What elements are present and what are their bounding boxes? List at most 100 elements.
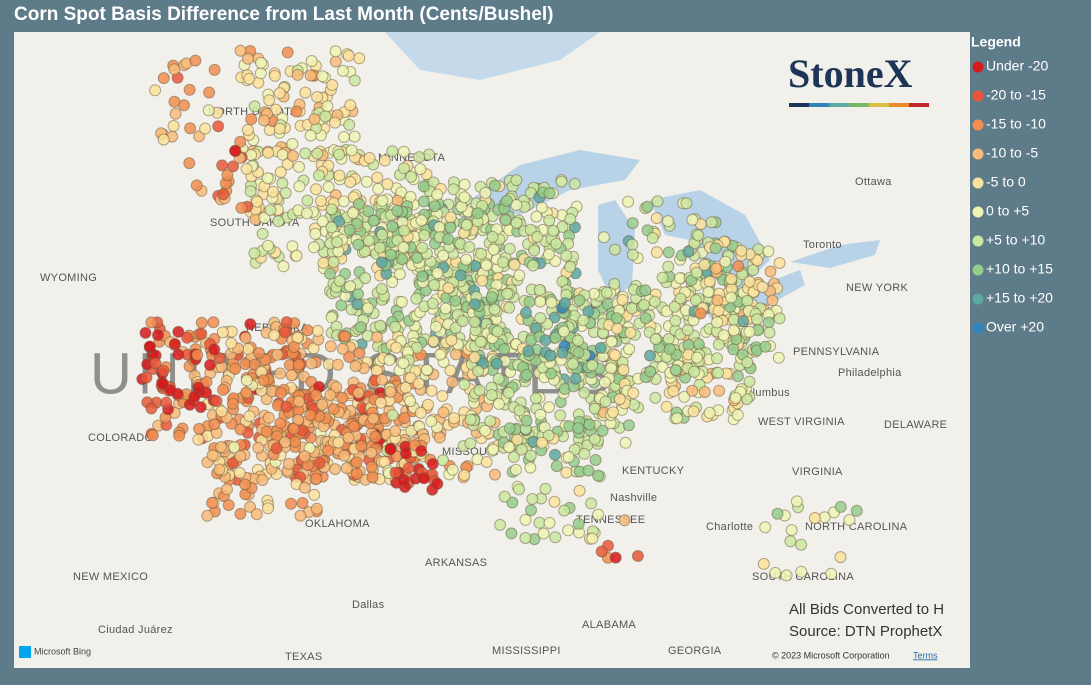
location-dot bbox=[319, 110, 332, 123]
location-dot bbox=[329, 116, 341, 129]
legend-label[interactable]: -10 to -5 bbox=[986, 145, 1038, 161]
location-dot bbox=[204, 359, 216, 371]
location-dot bbox=[513, 483, 525, 496]
place-label: OKLAHOMA bbox=[305, 518, 370, 530]
legend-label[interactable]: 0 to +5 bbox=[986, 203, 1029, 219]
location-dot bbox=[308, 488, 321, 501]
legend-swatch bbox=[972, 119, 984, 131]
location-dot bbox=[773, 257, 786, 269]
location-dot bbox=[311, 91, 324, 103]
location-dot bbox=[743, 375, 756, 388]
location-dot bbox=[239, 331, 252, 344]
location-dot bbox=[468, 351, 481, 364]
location-dot bbox=[682, 245, 695, 258]
location-dot bbox=[519, 532, 532, 544]
location-dot bbox=[522, 345, 535, 358]
location-dot bbox=[520, 368, 533, 381]
location-dot bbox=[619, 436, 632, 449]
legend-label[interactable]: -15 to -10 bbox=[986, 116, 1046, 132]
location-dot bbox=[600, 286, 613, 299]
terms-link[interactable]: Terms bbox=[913, 650, 938, 660]
location-dot bbox=[316, 398, 329, 411]
location-dot bbox=[711, 294, 724, 307]
location-dot bbox=[727, 343, 740, 356]
location-dot bbox=[681, 324, 694, 336]
location-dot bbox=[325, 203, 338, 216]
location-dot bbox=[172, 348, 185, 361]
location-dot bbox=[331, 358, 344, 371]
location-dot bbox=[534, 312, 547, 324]
location-dot bbox=[689, 294, 702, 307]
location-dot bbox=[757, 557, 770, 570]
location-dot bbox=[384, 248, 397, 261]
location-dot bbox=[617, 363, 630, 376]
location-dot bbox=[365, 446, 378, 459]
location-dot bbox=[609, 349, 621, 362]
location-dot bbox=[795, 565, 808, 578]
location-dot bbox=[371, 331, 383, 344]
location-dot bbox=[285, 369, 298, 382]
location-dot bbox=[582, 464, 595, 477]
location-dot bbox=[308, 113, 321, 126]
location-dot bbox=[474, 335, 487, 348]
legend-label[interactable]: +10 to +15 bbox=[986, 261, 1053, 277]
location-dot bbox=[609, 551, 622, 564]
place-label: WEST VIRGINIA bbox=[758, 416, 845, 428]
place-label: PENNSYLVANIA bbox=[793, 346, 880, 358]
location-dot bbox=[262, 239, 275, 252]
location-dot bbox=[572, 422, 585, 435]
location-dot bbox=[216, 326, 229, 339]
location-dot bbox=[456, 315, 469, 328]
location-dot bbox=[567, 357, 579, 370]
legend-swatch bbox=[972, 235, 984, 247]
location-dot bbox=[160, 396, 173, 409]
location-dot bbox=[329, 463, 342, 476]
location-dot bbox=[353, 347, 366, 359]
location-dot bbox=[473, 384, 486, 397]
location-dot bbox=[568, 177, 581, 190]
location-dot bbox=[143, 340, 156, 353]
location-dot bbox=[390, 341, 403, 354]
location-dot bbox=[525, 504, 537, 517]
location-dot bbox=[484, 415, 497, 428]
location-dot bbox=[523, 295, 536, 308]
location-dot bbox=[168, 95, 181, 108]
legend-label[interactable]: -20 to -15 bbox=[986, 87, 1046, 103]
legend-label[interactable]: -5 to 0 bbox=[986, 174, 1026, 190]
location-dot bbox=[348, 74, 361, 87]
location-dot bbox=[235, 201, 248, 214]
location-dot bbox=[243, 410, 256, 423]
legend-label[interactable]: +15 to +20 bbox=[986, 290, 1053, 306]
location-dot bbox=[743, 275, 756, 288]
location-dot bbox=[692, 229, 705, 242]
location-dot bbox=[254, 67, 267, 80]
place-label: Ottawa bbox=[855, 176, 892, 188]
location-dot bbox=[324, 389, 337, 401]
location-dot bbox=[217, 188, 230, 201]
location-dot bbox=[427, 335, 440, 348]
legend-label[interactable]: Under -20 bbox=[986, 58, 1048, 74]
location-dot bbox=[300, 207, 313, 220]
location-dot bbox=[444, 221, 457, 234]
location-dot bbox=[759, 521, 772, 534]
location-dot bbox=[425, 384, 438, 397]
location-dot bbox=[367, 214, 380, 227]
location-dot bbox=[784, 535, 797, 548]
location-dot bbox=[145, 402, 158, 415]
location-dot bbox=[336, 391, 349, 404]
location-dot bbox=[431, 267, 444, 280]
location-dot bbox=[229, 362, 242, 375]
location-dot bbox=[343, 223, 356, 236]
location-dot bbox=[386, 276, 399, 289]
location-dot bbox=[412, 377, 425, 390]
legend-label[interactable]: +5 to +10 bbox=[986, 232, 1045, 248]
location-dot bbox=[344, 176, 357, 188]
location-dot bbox=[476, 274, 489, 287]
legend-label[interactable]: Over +20 bbox=[986, 319, 1044, 335]
location-dot bbox=[687, 405, 700, 418]
location-dot bbox=[202, 104, 215, 117]
location-dot bbox=[616, 293, 629, 306]
place-label: DELAWARE bbox=[884, 419, 947, 431]
location-dot bbox=[386, 145, 399, 158]
location-dot bbox=[562, 524, 575, 537]
